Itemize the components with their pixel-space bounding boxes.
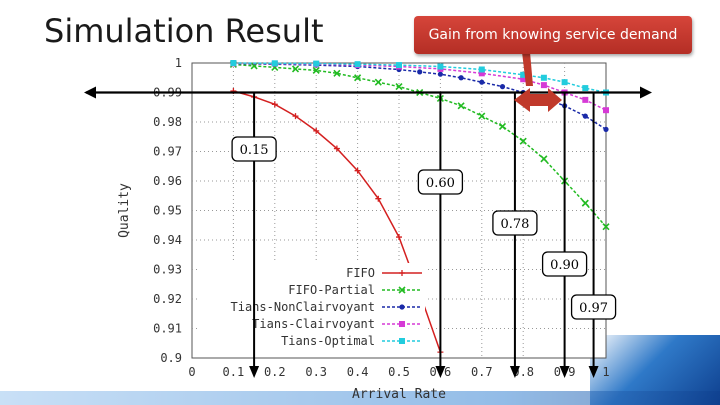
data-point [519,137,527,145]
data-point [395,83,403,91]
data-point [479,79,485,85]
annotation-box [570,294,617,320]
data-point [478,112,486,120]
data-point [399,321,405,327]
y-tick-label: 0.9 [160,351,182,365]
data-point [603,126,609,132]
data-point [417,69,423,75]
y-tick-label: 0.92 [153,292,182,306]
annotation-arrowhead [509,366,520,378]
data-point [354,61,361,68]
data-point [396,234,402,241]
data-point [312,66,320,74]
data-point [520,76,527,83]
data-point [398,286,406,294]
y-tick-label: 0.98 [153,115,182,129]
y-tick-label: 0.91 [153,322,182,336]
annotation-box [417,169,464,195]
data-point [603,107,609,114]
data-point [582,85,589,92]
y-tick-label: 1 [175,56,182,70]
x-tick-label: 0.7 [471,365,493,379]
data-point [582,96,589,103]
data-point [399,338,405,344]
data-point [602,223,610,231]
data-point [230,60,237,66]
data-point [437,63,444,70]
data-point [375,195,382,202]
annotation-label: 0.60 [426,176,455,191]
data-point [333,145,340,152]
legend-label: Tians-Optimal [281,334,375,348]
data-point [396,62,402,69]
annotation-label: 0.90 [550,258,579,273]
data-point [581,199,589,207]
legend-label: FIFO [346,266,375,280]
annotation-label: 0.97 [579,301,608,316]
x-tick-label: 0.2 [264,365,286,379]
bottom-decoration-band [0,391,720,405]
data-point [458,75,464,81]
data-point [478,66,485,73]
data-point [313,60,320,67]
legend-label: Tians-NonClairvoyant [231,300,376,314]
data-point [354,167,361,174]
gain-double-arrow [514,88,562,112]
y-axis-label: Quality [117,183,132,238]
data-point [499,84,506,90]
y-tick-label: 0.94 [153,233,182,247]
y-tick-label: 0.93 [153,263,182,277]
annotation-label: 0.78 [500,217,529,232]
y-tick-label: 0.96 [153,174,182,188]
data-point [399,304,405,310]
data-point [437,71,443,77]
data-point [271,101,278,108]
data-point [457,102,465,110]
threshold-arrow-right [640,86,652,99]
annotation-box [231,136,277,162]
annotation-arrowhead [435,366,446,378]
legend-label: Tians-Clairvoyant [252,317,375,331]
annotation-arrowhead [588,366,599,378]
callout-pointer [522,52,533,86]
data-point [582,113,588,119]
callout-box: Gain from knowing service demand [414,16,692,54]
x-tick-label: 0.5 [388,365,410,379]
data-point [540,82,547,89]
data-point [354,74,362,82]
x-tick-label: 1 [602,365,609,379]
slide-title: Simulation Result [44,12,324,50]
annotation-arrowhead [249,366,260,378]
data-point [498,122,507,130]
series-line [233,62,607,94]
data-point [540,155,548,163]
x-tick-label: 0.4 [347,365,369,379]
data-point [540,74,547,81]
data-point [561,79,568,86]
data-point [292,113,299,120]
annotation-box [492,210,538,236]
annotation-box [541,251,588,277]
legend-label: FIFO-Partial [288,283,375,297]
x-axis-label: Arrival Rate [352,387,446,402]
x-tick-label: 0 [188,365,195,379]
data-point [271,60,278,67]
data-point [478,70,485,77]
y-tick-label: 0.97 [153,145,182,159]
data-point [333,69,341,77]
x-tick-label: 0.3 [305,365,327,379]
threshold-arrow-left [84,86,96,99]
y-tick-label: 0.95 [153,204,182,218]
data-point [399,270,405,276]
annotation-label: 0.15 [240,143,269,158]
data-point [313,127,320,134]
series-line [233,62,607,131]
data-point [374,78,382,86]
data-point [520,71,527,78]
x-tick-label: 0.1 [223,365,245,379]
data-point [291,65,300,73]
annotation-arrowhead [559,366,570,378]
